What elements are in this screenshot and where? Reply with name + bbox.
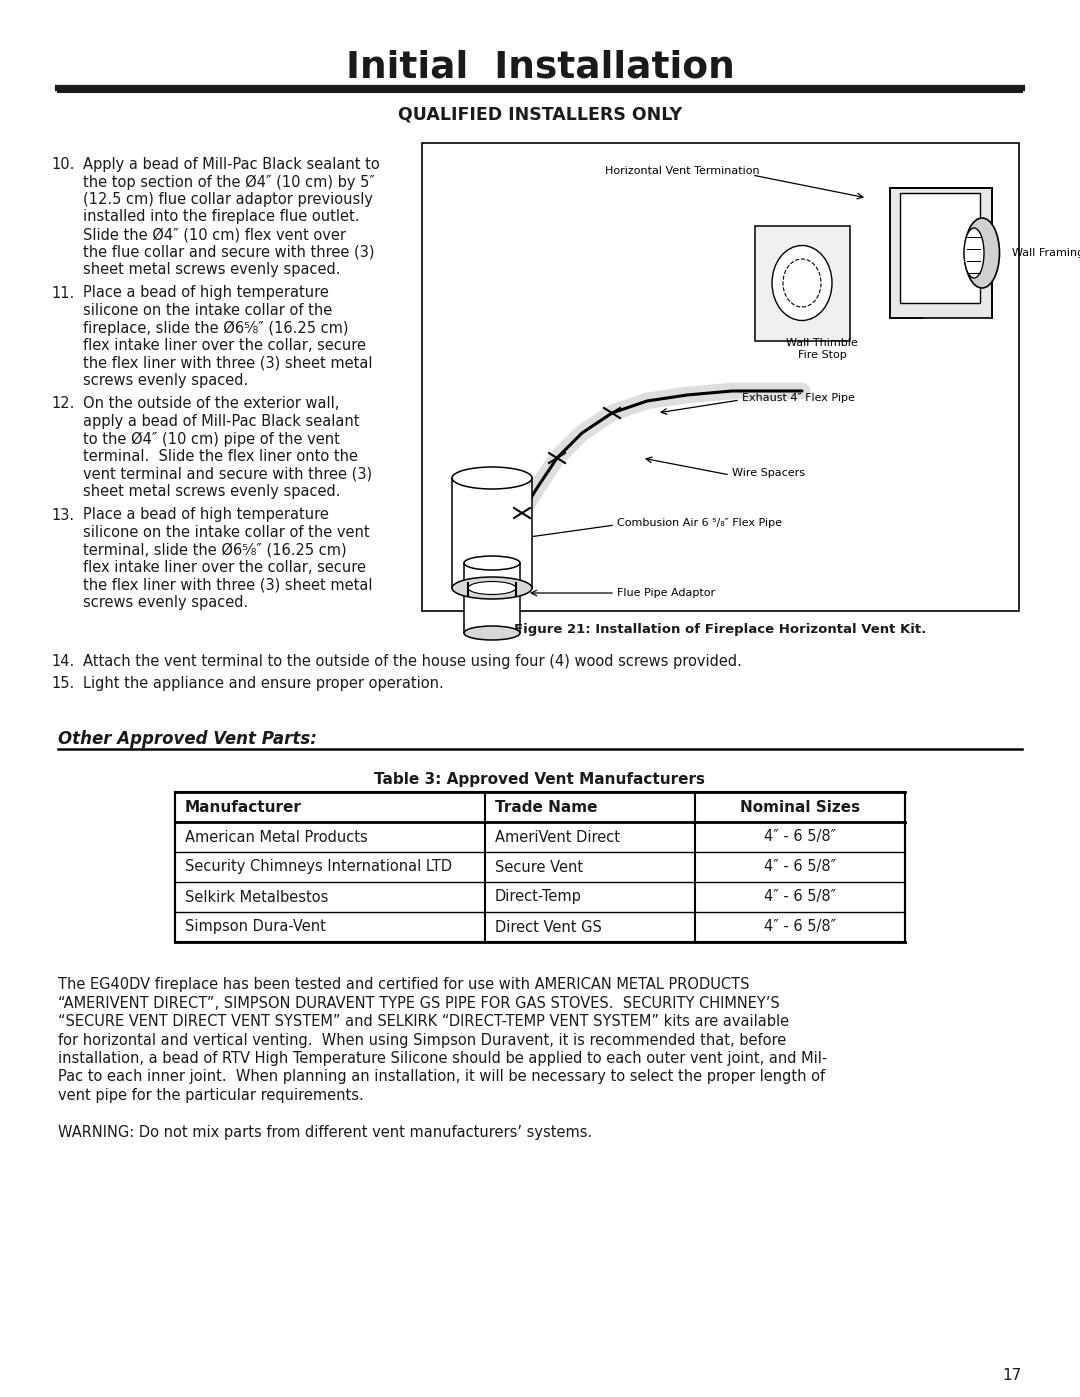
- Text: Initial  Installation: Initial Installation: [346, 50, 734, 87]
- Text: Nominal Sizes: Nominal Sizes: [740, 799, 860, 814]
- Text: 12.: 12.: [52, 397, 75, 412]
- Text: Wall Framing: Wall Framing: [1012, 249, 1080, 258]
- Text: American Metal Products: American Metal Products: [185, 830, 368, 845]
- Bar: [890, 189, 993, 319]
- Ellipse shape: [783, 258, 821, 307]
- Ellipse shape: [453, 577, 532, 599]
- Text: Other Approved Vent Parts:: Other Approved Vent Parts:: [58, 731, 316, 747]
- Text: 4″ - 6 5/8″: 4″ - 6 5/8″: [764, 890, 836, 904]
- Text: the flex liner with three (3) sheet metal: the flex liner with three (3) sheet meta…: [83, 577, 373, 592]
- Text: 14.: 14.: [52, 654, 75, 669]
- Text: 4″ - 6 5/8″: 4″ - 6 5/8″: [764, 859, 836, 875]
- Text: Simpson Dura-Vent: Simpson Dura-Vent: [185, 919, 326, 935]
- Text: 4″ - 6 5/8″: 4″ - 6 5/8″: [764, 919, 836, 935]
- Text: silicone on the intake collar of the vent: silicone on the intake collar of the ven…: [83, 525, 369, 541]
- Text: 11.: 11.: [52, 285, 75, 300]
- Bar: [464, 563, 519, 633]
- Ellipse shape: [772, 246, 832, 320]
- Text: “SECURE VENT DIRECT VENT SYSTEM” and SELKIRK “DIRECT-TEMP VENT SYSTEM” kits are : “SECURE VENT DIRECT VENT SYSTEM” and SEL…: [58, 1014, 789, 1030]
- Text: sheet metal screws evenly spaced.: sheet metal screws evenly spaced.: [83, 263, 340, 277]
- Text: apply a bead of Mill-Pac Black sealant: apply a bead of Mill-Pac Black sealant: [83, 414, 360, 429]
- Text: The EG40DV fireplace has been tested and certified for use with AMERICAN METAL P: The EG40DV fireplace has been tested and…: [58, 977, 750, 992]
- Bar: [175, 792, 905, 942]
- Text: Direct Vent GS: Direct Vent GS: [495, 919, 602, 935]
- Ellipse shape: [464, 626, 519, 640]
- Bar: [453, 478, 532, 588]
- Text: Wall Thimble
Fire Stop: Wall Thimble Fire Stop: [786, 338, 858, 359]
- Ellipse shape: [468, 581, 516, 595]
- Text: 13.: 13.: [52, 507, 75, 522]
- Text: installed into the fireplace flue outlet.: installed into the fireplace flue outlet…: [83, 210, 360, 225]
- Text: the top section of the Ø4″ (10 cm) by 5″: the top section of the Ø4″ (10 cm) by 5″: [83, 175, 375, 190]
- Text: Attach the vent terminal to the outside of the house using four (4) wood screws : Attach the vent terminal to the outside …: [83, 654, 742, 669]
- Text: installation, a bead of RTV High Temperature Silicone should be applied to each : installation, a bead of RTV High Tempera…: [58, 1051, 827, 1066]
- Text: WARNING: Do not mix parts from different vent manufacturers’ systems.: WARNING: Do not mix parts from different…: [58, 1125, 592, 1140]
- Text: Pac to each inner joint.  When planning an installation, it will be necessary to: Pac to each inner joint. When planning a…: [58, 1070, 825, 1084]
- Text: Slide the Ø4″ (10 cm) flex vent over: Slide the Ø4″ (10 cm) flex vent over: [83, 226, 346, 242]
- Text: Manufacturer: Manufacturer: [185, 799, 302, 814]
- Text: Wire Spacers: Wire Spacers: [732, 468, 805, 478]
- Bar: [755, 225, 850, 341]
- Text: 15.: 15.: [52, 676, 75, 692]
- Text: Horizontal Vent Termination: Horizontal Vent Termination: [605, 166, 759, 176]
- Ellipse shape: [453, 467, 532, 489]
- Text: 4″ - 6 5/8″: 4″ - 6 5/8″: [764, 830, 836, 845]
- Text: vent terminal and secure with three (3): vent terminal and secure with three (3): [83, 467, 373, 482]
- Text: silicone on the intake collar of the: silicone on the intake collar of the: [83, 303, 333, 319]
- Text: screws evenly spaced.: screws evenly spaced.: [83, 595, 248, 610]
- Ellipse shape: [964, 218, 999, 288]
- Text: terminal.  Slide the flex liner onto the: terminal. Slide the flex liner onto the: [83, 448, 357, 464]
- Text: sheet metal screws evenly spaced.: sheet metal screws evenly spaced.: [83, 483, 340, 499]
- Text: AmeriVent Direct: AmeriVent Direct: [495, 830, 620, 845]
- Text: Place a bead of high temperature: Place a bead of high temperature: [83, 285, 329, 300]
- Text: for horizontal and vertical venting.  When using Simpson Duravent, it is recomme: for horizontal and vertical venting. Whe…: [58, 1032, 786, 1048]
- Text: Table 3: Approved Vent Manufacturers: Table 3: Approved Vent Manufacturers: [375, 773, 705, 787]
- Text: flex intake liner over the collar, secure: flex intake liner over the collar, secur…: [83, 338, 366, 353]
- Text: Apply a bead of Mill-Pac Black sealant to: Apply a bead of Mill-Pac Black sealant t…: [83, 156, 380, 172]
- Text: screws evenly spaced.: screws evenly spaced.: [83, 373, 248, 388]
- Text: 17: 17: [1002, 1368, 1022, 1383]
- Text: Exhaust 4″ Flex Pipe: Exhaust 4″ Flex Pipe: [742, 393, 855, 402]
- Text: the flex liner with three (3) sheet metal: the flex liner with three (3) sheet meta…: [83, 355, 373, 370]
- Text: Light the appliance and ensure proper operation.: Light the appliance and ensure proper op…: [83, 676, 444, 692]
- Text: Direct-Temp: Direct-Temp: [495, 890, 582, 904]
- Text: On the outside of the exterior wall,: On the outside of the exterior wall,: [83, 397, 339, 412]
- Bar: [900, 193, 980, 303]
- Ellipse shape: [464, 556, 519, 570]
- Text: Combusion Air 6 ⁵/₈″ Flex Pipe: Combusion Air 6 ⁵/₈″ Flex Pipe: [617, 518, 782, 528]
- Text: the flue collar and secure with three (3): the flue collar and secure with three (3…: [83, 244, 375, 260]
- Ellipse shape: [964, 228, 984, 278]
- Text: Place a bead of high temperature: Place a bead of high temperature: [83, 507, 329, 522]
- Text: terminal, slide the Ø6⁵⁄₈″ (16.25 cm): terminal, slide the Ø6⁵⁄₈″ (16.25 cm): [83, 542, 347, 557]
- Text: Security Chimneys International LTD: Security Chimneys International LTD: [185, 859, 453, 875]
- Text: “AMERIVENT DIRECT”, SIMPSON DURAVENT TYPE GS PIPE FOR GAS STOVES.  SECURITY CHIM: “AMERIVENT DIRECT”, SIMPSON DURAVENT TYP…: [58, 996, 780, 1010]
- Text: Figure 21: Installation of Fireplace Horizontal Vent Kit.: Figure 21: Installation of Fireplace Hor…: [514, 623, 927, 636]
- Text: 10.: 10.: [52, 156, 75, 172]
- Text: Selkirk Metalbestos: Selkirk Metalbestos: [185, 890, 328, 904]
- Text: QUALIFIED INSTALLERS ONLY: QUALIFIED INSTALLERS ONLY: [397, 106, 683, 124]
- Text: Secure Vent: Secure Vent: [495, 859, 583, 875]
- Text: Trade Name: Trade Name: [495, 799, 597, 814]
- Text: fireplace, slide the Ø6⁵⁄₈″ (16.25 cm): fireplace, slide the Ø6⁵⁄₈″ (16.25 cm): [83, 320, 349, 335]
- Bar: [422, 142, 1020, 610]
- Text: to the Ø4″ (10 cm) pipe of the vent: to the Ø4″ (10 cm) pipe of the vent: [83, 432, 340, 447]
- Text: (12.5 cm) flue collar adaptor previously: (12.5 cm) flue collar adaptor previously: [83, 191, 373, 207]
- Text: vent pipe for the particular requirements.: vent pipe for the particular requirement…: [58, 1088, 364, 1104]
- Text: Flue Pipe Adaptor: Flue Pipe Adaptor: [617, 588, 715, 598]
- Text: flex intake liner over the collar, secure: flex intake liner over the collar, secur…: [83, 560, 366, 576]
